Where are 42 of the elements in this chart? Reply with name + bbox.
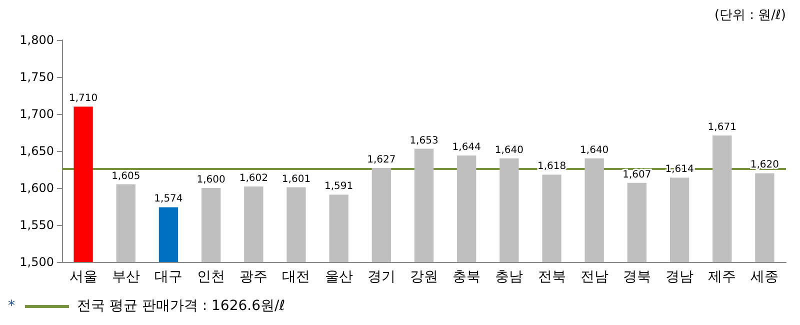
- x-tick-label: 경기: [367, 269, 396, 285]
- data-label: 1,627: [367, 154, 396, 166]
- x-tick-label: 인천: [197, 269, 226, 285]
- y-tick-label: 1,600: [20, 181, 54, 195]
- x-tick-label: 서울: [69, 269, 98, 285]
- text: *: [8, 298, 15, 314]
- data-label: 1,671: [708, 122, 736, 133]
- data-label: 1,620: [750, 160, 780, 171]
- data-label: 1,600: [196, 174, 226, 186]
- x-tick-label: 대구: [154, 269, 182, 285]
- data-label: 1,601: [282, 174, 311, 185]
- data-label: 1,653: [410, 135, 438, 146]
- x-tick-label: 강원: [410, 269, 438, 285]
- x-tick-label: 전북: [538, 269, 566, 285]
- data-label: 1,605: [112, 170, 140, 182]
- y-tick-label: 1,700: [20, 107, 54, 121]
- data-label: 1,591: [324, 181, 354, 192]
- data-label: 1,640: [580, 144, 609, 156]
- x-tick-label: 부산: [112, 269, 140, 285]
- x-tick-label: 대전: [282, 269, 310, 285]
- x-tick-label: 전남: [580, 269, 608, 285]
- data-label: 1,574: [154, 194, 183, 205]
- x-tick-label: 충북: [452, 269, 481, 285]
- x-tick-label: 울산: [324, 269, 353, 285]
- x-tick-label: 광주: [240, 269, 268, 285]
- data-label: 1,640: [494, 144, 524, 156]
- x-tick-label: 경북: [622, 269, 651, 285]
- y-tick-label: 1,750: [20, 70, 54, 84]
- data-label: 1,602: [239, 173, 268, 184]
- data-label: 1,710: [68, 93, 98, 104]
- legend-label: 전국 평균 판매가격 : 1626.6원/ℓ: [77, 297, 286, 315]
- x-tick-label: 경남: [666, 269, 694, 285]
- x-tick-label: 제주: [708, 269, 736, 285]
- x-tick-label: 충남: [495, 269, 524, 285]
- y-tick-label: 1,500: [20, 255, 54, 269]
- data-label: 1,644: [452, 142, 481, 153]
- y-tick-label: 1,800: [20, 33, 54, 47]
- y-tick-label: 1,650: [20, 144, 54, 158]
- x-tick-label: 세종: [750, 269, 779, 285]
- text: (단위 : 원/ℓ): [714, 7, 786, 24]
- data-label: 1,607: [622, 169, 652, 180]
- y-tick-label: 1,550: [20, 218, 54, 232]
